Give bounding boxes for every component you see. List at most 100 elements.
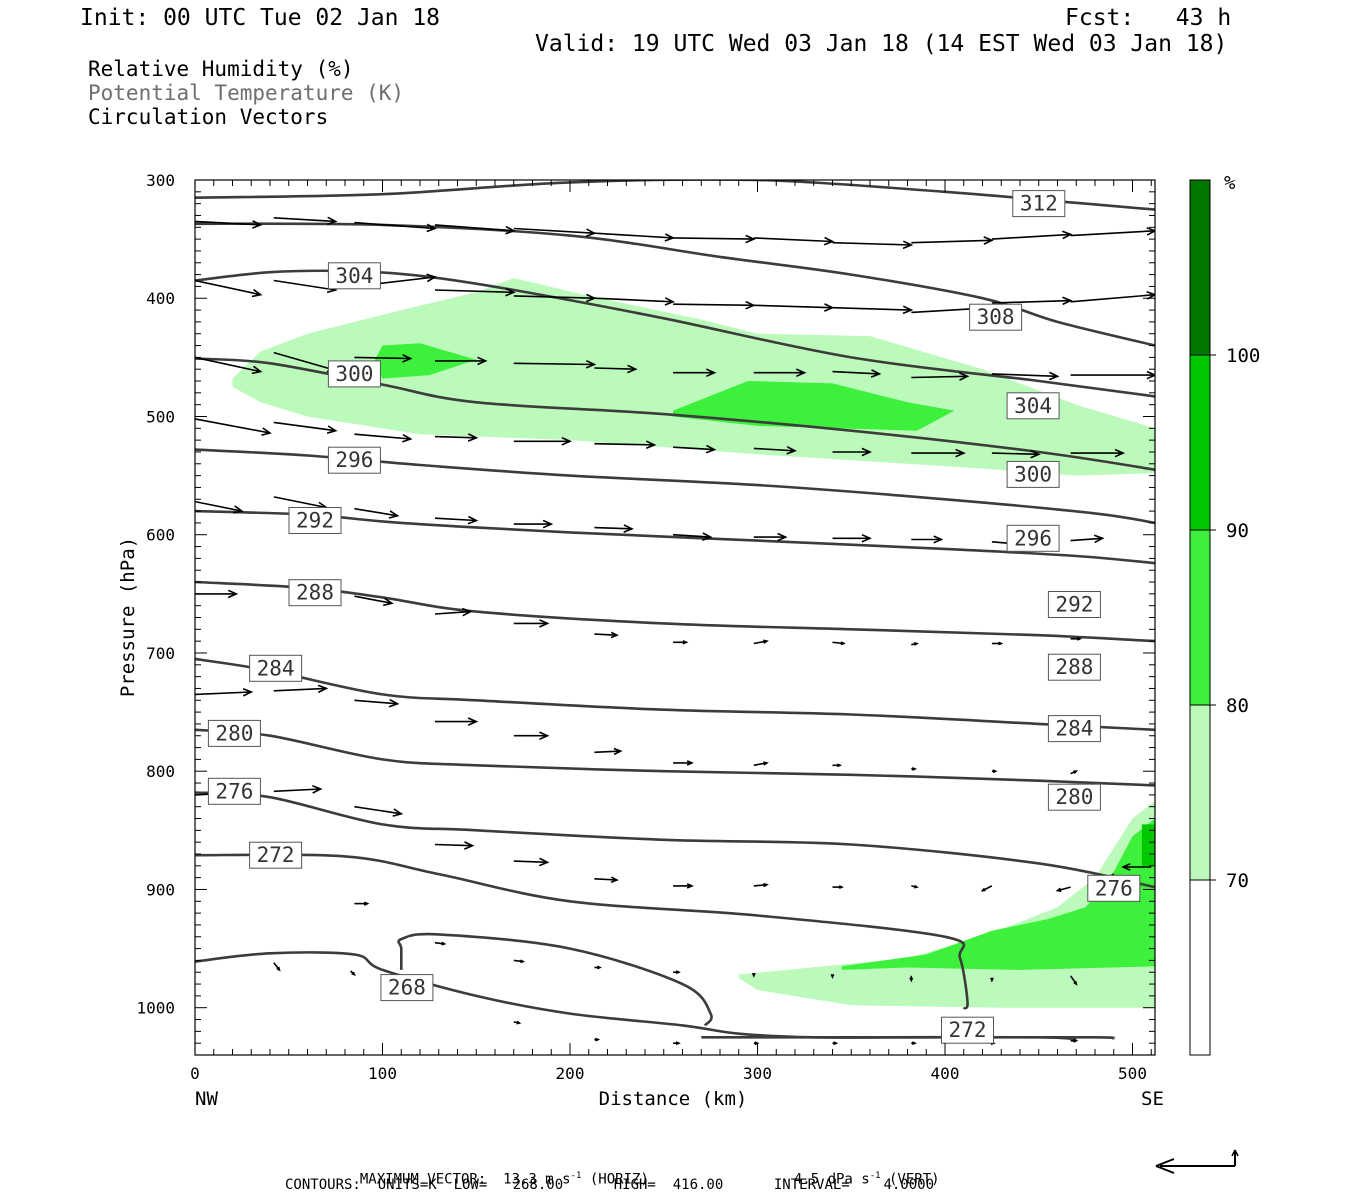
valid-time: Valid: 19 UTC Wed 03 Jan 18 (14 EST Wed … bbox=[535, 31, 1228, 57]
x-end-label-se: SE bbox=[1141, 1088, 1164, 1110]
wind-vector-head bbox=[992, 769, 998, 774]
wind-vector bbox=[1070, 770, 1079, 775]
wind-vector-head bbox=[983, 236, 994, 245]
wind-vector-shaft bbox=[594, 878, 617, 881]
reference-vector-icon bbox=[1155, 1149, 1239, 1174]
wind-vector-shaft bbox=[832, 241, 912, 246]
colorbar-level-label: 100 bbox=[1226, 345, 1260, 367]
wind-vector-shaft bbox=[273, 788, 321, 793]
x-tick-label: 200 bbox=[556, 1064, 585, 1083]
wind-vector-head bbox=[561, 436, 572, 446]
x-tick-label: 0 bbox=[190, 1064, 200, 1083]
wind-vector bbox=[434, 841, 475, 850]
wind-vector-head bbox=[786, 445, 797, 455]
wind-vector-head bbox=[1093, 534, 1105, 544]
wind-vector-head bbox=[1073, 1038, 1079, 1043]
theta-label-text: 268 bbox=[388, 976, 426, 1000]
wind-vector-head bbox=[227, 589, 239, 599]
wind-vector bbox=[594, 440, 657, 450]
wind-vector bbox=[673, 234, 756, 244]
wind-vector-head bbox=[763, 761, 769, 766]
wind-vector-shaft bbox=[354, 356, 411, 360]
wind-vector bbox=[911, 642, 919, 646]
theta-label-box bbox=[1047, 653, 1101, 681]
wind-vector bbox=[991, 769, 998, 774]
wind-vector bbox=[832, 369, 882, 378]
y-tick-label: 900 bbox=[146, 880, 175, 899]
y-tick-label: 1000 bbox=[136, 999, 175, 1018]
wind-vector bbox=[909, 975, 914, 983]
theta-label-text: 296 bbox=[1014, 526, 1052, 550]
wind-vector bbox=[195, 687, 254, 697]
wind-vector-head bbox=[505, 225, 516, 235]
colorbar-unit: % bbox=[1224, 172, 1236, 194]
wind-vector bbox=[513, 359, 597, 369]
wind-vector-head bbox=[686, 760, 694, 766]
wind-vector-shaft bbox=[832, 306, 912, 311]
rh-fill-80-4 bbox=[841, 818, 1155, 970]
wind-vector-head bbox=[392, 808, 404, 817]
theta-label-text: 304 bbox=[1014, 394, 1052, 418]
wind-vector-head bbox=[317, 684, 329, 694]
wind-vector bbox=[354, 805, 404, 817]
theta-label-text: 300 bbox=[1014, 462, 1052, 486]
wind-vector bbox=[980, 885, 993, 892]
wind-vector-shaft bbox=[594, 526, 632, 530]
theta-contour-284-7 bbox=[195, 657, 1155, 732]
wind-vector bbox=[434, 941, 447, 946]
wind-vector-shaft bbox=[673, 303, 754, 307]
theta-label: 296 bbox=[327, 446, 381, 474]
wind-vector-head bbox=[902, 240, 914, 250]
wind-vector bbox=[354, 698, 400, 708]
wind-vector bbox=[354, 507, 400, 519]
wind-vector bbox=[594, 364, 638, 374]
wind-vector-head bbox=[705, 368, 717, 378]
theta-label-box bbox=[327, 446, 381, 474]
wind-vector-head bbox=[870, 369, 882, 378]
wind-vector-shaft bbox=[513, 860, 548, 864]
colorbar-level-label: 70 bbox=[1226, 870, 1249, 892]
wind-vector-shaft bbox=[434, 289, 514, 294]
wind-vector-head bbox=[980, 887, 986, 892]
wind-vector bbox=[1070, 1038, 1079, 1043]
wind-vector bbox=[513, 959, 526, 964]
theta-label: 292 bbox=[1047, 591, 1101, 618]
theta-label-box bbox=[1006, 524, 1060, 552]
theta-label: 292 bbox=[288, 507, 342, 534]
wind-vector-head bbox=[1121, 863, 1131, 871]
wind-vector bbox=[513, 731, 550, 741]
wind-vector bbox=[832, 763, 842, 768]
y-tick-label: 500 bbox=[146, 407, 175, 426]
rh-fill-layer bbox=[232, 278, 1155, 1008]
wind-vector-head bbox=[233, 505, 244, 514]
rh-fill-80-2 bbox=[373, 343, 477, 379]
wind-vector-shaft bbox=[753, 762, 768, 767]
contour-info: CONTOURS: UNITS=K LOW= 268.00 HIGH= 416.… bbox=[285, 1177, 935, 1193]
wind-vector bbox=[513, 619, 550, 628]
wind-vector bbox=[195, 500, 244, 514]
theta-label-box bbox=[1012, 190, 1066, 218]
wind-vector bbox=[753, 882, 769, 888]
wind-vector bbox=[911, 1041, 917, 1046]
wind-vector bbox=[195, 279, 263, 298]
wind-vector-shaft bbox=[195, 691, 252, 696]
wind-vector-head bbox=[1055, 887, 1062, 892]
wind-vector bbox=[1069, 975, 1078, 986]
wind-vector-head bbox=[989, 977, 994, 983]
wind-vector bbox=[1070, 370, 1155, 380]
wind-vector-shaft bbox=[195, 279, 261, 296]
wind-vector bbox=[832, 533, 872, 543]
wind-vector-head bbox=[1073, 980, 1078, 986]
y-tick-label: 400 bbox=[146, 289, 175, 308]
theta-label-box bbox=[1047, 783, 1101, 811]
theta-label-box bbox=[327, 262, 381, 290]
wind-vector-shaft bbox=[273, 217, 336, 223]
wind-vector-shaft bbox=[434, 517, 477, 522]
contour-label-layer: 312 304 308 300 304 296 300 292 296 288 292 284 288 2… bbox=[207, 190, 1141, 1044]
vert-tag: (VERT) bbox=[889, 1171, 940, 1188]
wind-vector bbox=[1070, 226, 1155, 237]
wind-vector-shaft bbox=[354, 221, 436, 230]
y-tick-label: 300 bbox=[146, 171, 175, 190]
wind-vector bbox=[751, 972, 756, 978]
wind-vector-head bbox=[675, 1041, 681, 1046]
